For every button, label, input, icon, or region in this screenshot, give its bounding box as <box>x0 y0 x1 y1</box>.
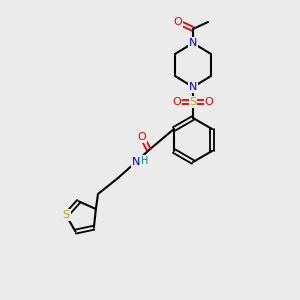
Text: O: O <box>205 97 213 107</box>
Text: S: S <box>62 210 70 220</box>
Text: N: N <box>189 38 197 48</box>
Text: H: H <box>141 156 149 166</box>
Text: O: O <box>174 17 182 27</box>
Text: O: O <box>138 132 146 142</box>
Text: S: S <box>189 97 197 107</box>
Text: O: O <box>172 97 182 107</box>
Text: N: N <box>132 157 140 167</box>
Text: N: N <box>189 82 197 92</box>
